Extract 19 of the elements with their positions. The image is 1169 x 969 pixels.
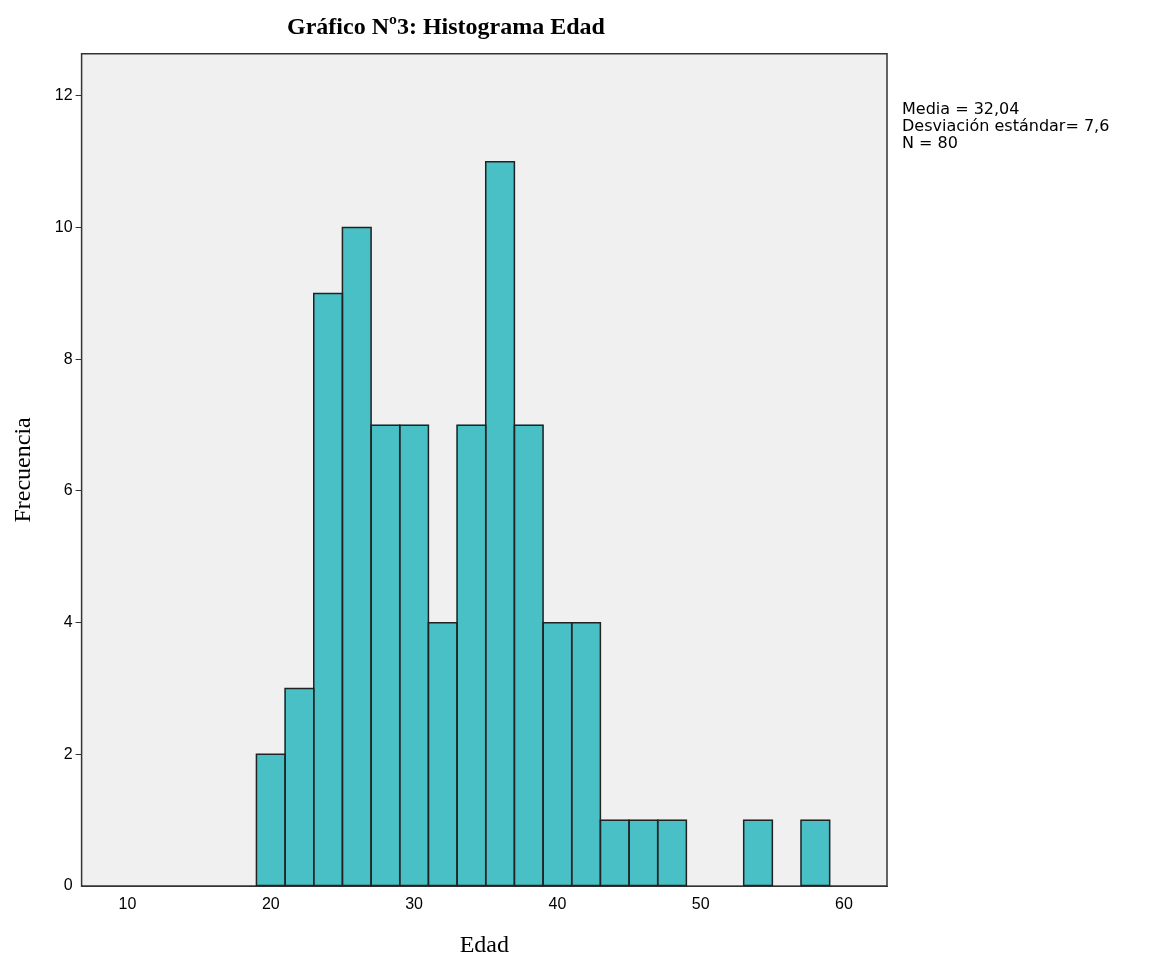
text: Media = 32,04	[902, 99, 1021, 118]
text: Desviación estándar= 7,6	[902, 116, 1110, 135]
x-tick-label: 50	[691, 895, 710, 913]
x-tick-label: 10	[118, 895, 137, 913]
x-tick-label: 40	[548, 895, 567, 913]
y-tick-label: 6	[63, 481, 73, 499]
y-tick-label: 2	[63, 744, 73, 762]
chart-title: Gráfico Nº3: Histograma Edad	[287, 12, 606, 39]
y-tick-label: 10	[54, 218, 73, 236]
text: N = 80	[902, 133, 959, 152]
x-axis-title: Edad	[459, 930, 509, 957]
x-tick-label: 30	[405, 895, 424, 913]
x-tick-label: 60	[835, 895, 854, 913]
x-tick-label: 20	[261, 895, 280, 913]
y-tick-label: 12	[54, 86, 73, 104]
y-tick-label: 8	[63, 349, 73, 367]
y-axis-title: Frecuencia	[8, 416, 35, 523]
y-tick-label: 4	[63, 613, 73, 631]
y-tick-label: 0	[63, 876, 73, 894]
